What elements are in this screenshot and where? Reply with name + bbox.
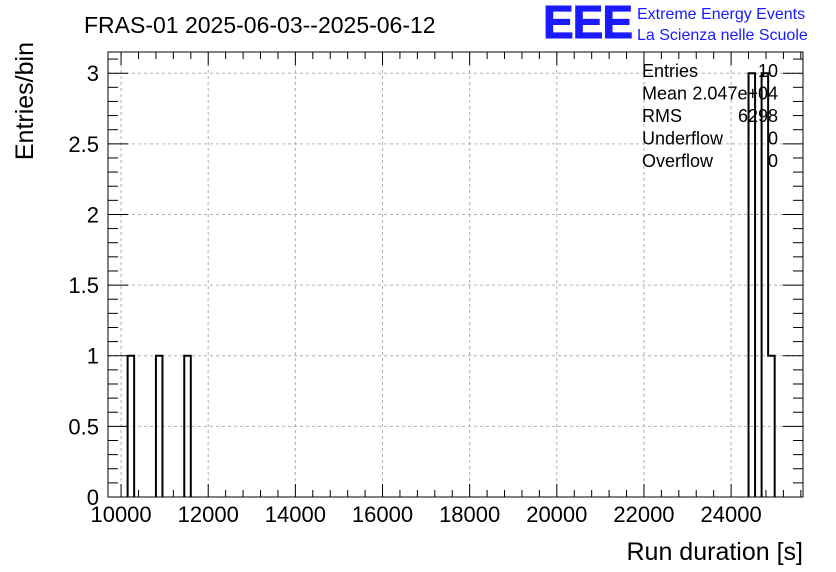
x-tick-label: 14000	[265, 502, 326, 527]
x-tick-label: 12000	[178, 502, 239, 527]
x-tick-label: 18000	[439, 502, 500, 527]
y-tick-label: 0	[87, 485, 99, 510]
y-tick-label: 2.5	[68, 132, 99, 157]
eee-logo-line2: La Scienza nelle Scuole	[637, 27, 808, 44]
axis-ticks	[108, 52, 803, 498]
stats-label: Mean	[642, 84, 687, 104]
x-tick-label: 20000	[526, 502, 587, 527]
stats-value: 0	[768, 129, 778, 149]
y-tick-label: 1	[87, 344, 99, 369]
stats-value: 6298	[738, 106, 778, 126]
y-axis-label: Entries/bin	[11, 42, 39, 160]
histogram-bars	[126, 72, 776, 497]
stats-value: 2.047e+04	[692, 84, 778, 104]
y-tick-label: 3	[87, 61, 99, 86]
eee-logo-mark: EEE	[543, 0, 632, 48]
x-tick-label: 24000	[701, 502, 762, 527]
eee-logo-line1: Extreme Energy Events	[637, 6, 805, 23]
eee-logo: EEE Extreme Energy Events La Scienza nel…	[543, 0, 808, 49]
x-tick-label: 16000	[352, 502, 413, 527]
stats-label: Underflow	[642, 129, 724, 149]
histogram-outline	[126, 72, 776, 497]
x-axis-label: Run duration [s]	[627, 538, 804, 566]
plot-frame	[107, 51, 804, 498]
stats-value: 0	[768, 151, 778, 171]
stats-label: RMS	[642, 106, 682, 126]
stats-box: Entries 10 Mean 2.047e+04 RMS 6298 Underflow 0 O…	[642, 61, 778, 171]
stats-value: 10	[758, 61, 778, 81]
x-tick-label: 10000	[90, 502, 151, 527]
y-tick-label: 1.5	[68, 273, 99, 298]
y-tick-label: 0.5	[68, 414, 99, 439]
x-tick-label: 22000	[613, 502, 674, 527]
chart-title: FRAS-01 2025-06-03--2025-06-12	[84, 12, 436, 38]
grid-lines	[108, 52, 803, 497]
stats-label: Entries	[642, 61, 698, 81]
stats-label: Overflow	[642, 151, 714, 171]
y-tick-label: 2	[87, 202, 99, 227]
tick-labels: 10000 12000 14000 16000 18000 20000 22000 24000…	[68, 61, 761, 527]
